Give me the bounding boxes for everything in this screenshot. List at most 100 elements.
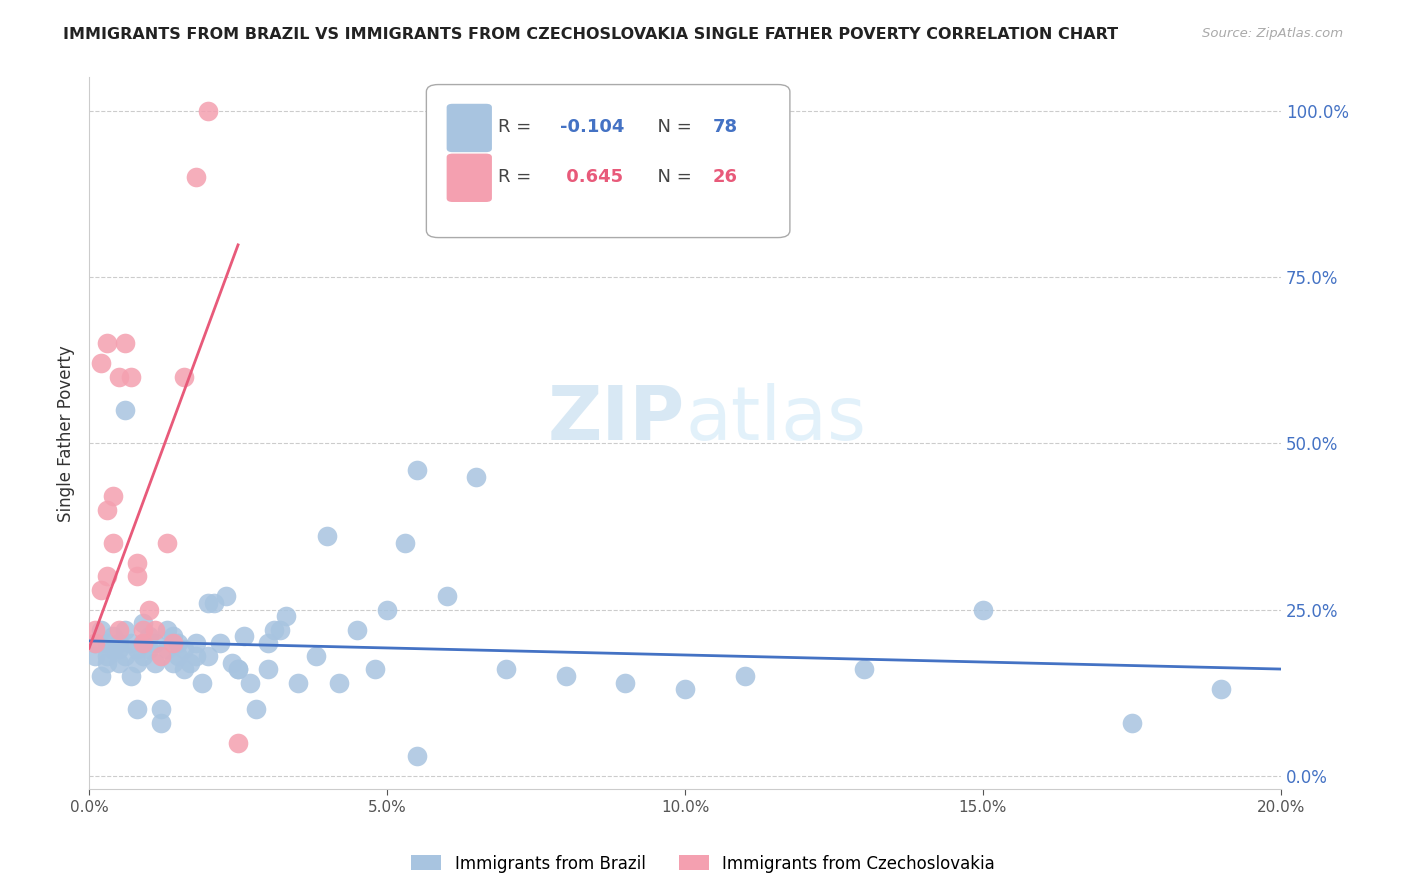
Point [1211,682,1233,697]
Point [96,503,118,517]
Point [233,629,256,643]
Text: N =: N = [645,168,697,186]
Point [162,656,184,670]
Point [179,656,201,670]
Point [197,649,219,664]
Point [143,623,166,637]
Point [436,589,458,603]
Point [173,662,195,676]
Point [143,636,166,650]
Point [269,623,291,637]
FancyBboxPatch shape [447,103,492,153]
Point [84,649,107,664]
Point [186,170,208,185]
Point [173,642,195,657]
Point [167,636,190,650]
Point [108,642,131,657]
Point [143,656,166,670]
Text: -0.104: -0.104 [560,119,624,136]
Y-axis label: Single Father Poverty: Single Father Poverty [58,345,75,522]
Point [328,675,350,690]
Point [114,336,136,351]
Point [108,656,131,670]
Point [131,636,153,650]
Point [495,662,517,676]
Point [197,596,219,610]
Point [215,589,238,603]
Text: atlas: atlas [685,383,866,456]
Point [316,529,339,543]
Point [394,536,416,550]
Point [138,642,160,657]
Point [84,636,107,650]
Point [114,623,136,637]
Point [162,636,184,650]
Point [108,369,131,384]
Point [125,702,148,716]
Point [852,662,875,676]
Text: R =: R = [498,119,537,136]
Point [239,675,262,690]
Text: IMMIGRANTS FROM BRAZIL VS IMMIGRANTS FROM CZECHOSLOVAKIA SINGLE FATHER POVERTY C: IMMIGRANTS FROM BRAZIL VS IMMIGRANTS FRO… [63,27,1118,42]
Point [263,623,285,637]
Point [257,662,280,676]
Point [90,669,112,683]
Point [155,642,177,657]
Point [131,649,153,664]
Point [131,615,153,630]
Point [375,602,398,616]
Point [101,629,124,643]
Point [131,623,153,637]
Text: 78: 78 [713,119,738,136]
Point [138,602,160,616]
Point [405,748,427,763]
Point [131,636,153,650]
Point [304,649,326,664]
Point [120,669,142,683]
Point [96,569,118,583]
Point [114,403,136,417]
Point [90,356,112,370]
Point [120,369,142,384]
Point [221,656,243,670]
Point [972,602,994,616]
Point [125,656,148,670]
Point [734,669,756,683]
Point [108,636,131,650]
Point [101,642,124,657]
Point [155,623,177,637]
Point [90,582,112,597]
Point [101,536,124,550]
Point [120,636,142,650]
Point [149,715,172,730]
Point [202,596,225,610]
FancyBboxPatch shape [426,85,790,237]
Legend: Immigrants from Brazil, Immigrants from Czechoslovakia: Immigrants from Brazil, Immigrants from … [405,848,1001,880]
Point [173,369,195,384]
Point [96,636,118,650]
Point [186,636,208,650]
Point [84,623,107,637]
Point [114,649,136,664]
Text: R =: R = [498,168,537,186]
Point [96,649,118,664]
Point [226,662,249,676]
Point [162,629,184,643]
Point [84,636,107,650]
Point [96,336,118,351]
Point [125,556,148,570]
Point [155,536,177,550]
Point [96,656,118,670]
Point [614,675,637,690]
Point [90,623,112,637]
Point [167,649,190,664]
Text: 0.645: 0.645 [560,168,623,186]
Point [209,636,232,650]
FancyBboxPatch shape [447,153,492,202]
Point [346,623,368,637]
Text: N =: N = [645,119,697,136]
Point [226,735,249,749]
Text: ZIP: ZIP [548,383,685,456]
Point [149,649,172,664]
Point [673,682,696,697]
